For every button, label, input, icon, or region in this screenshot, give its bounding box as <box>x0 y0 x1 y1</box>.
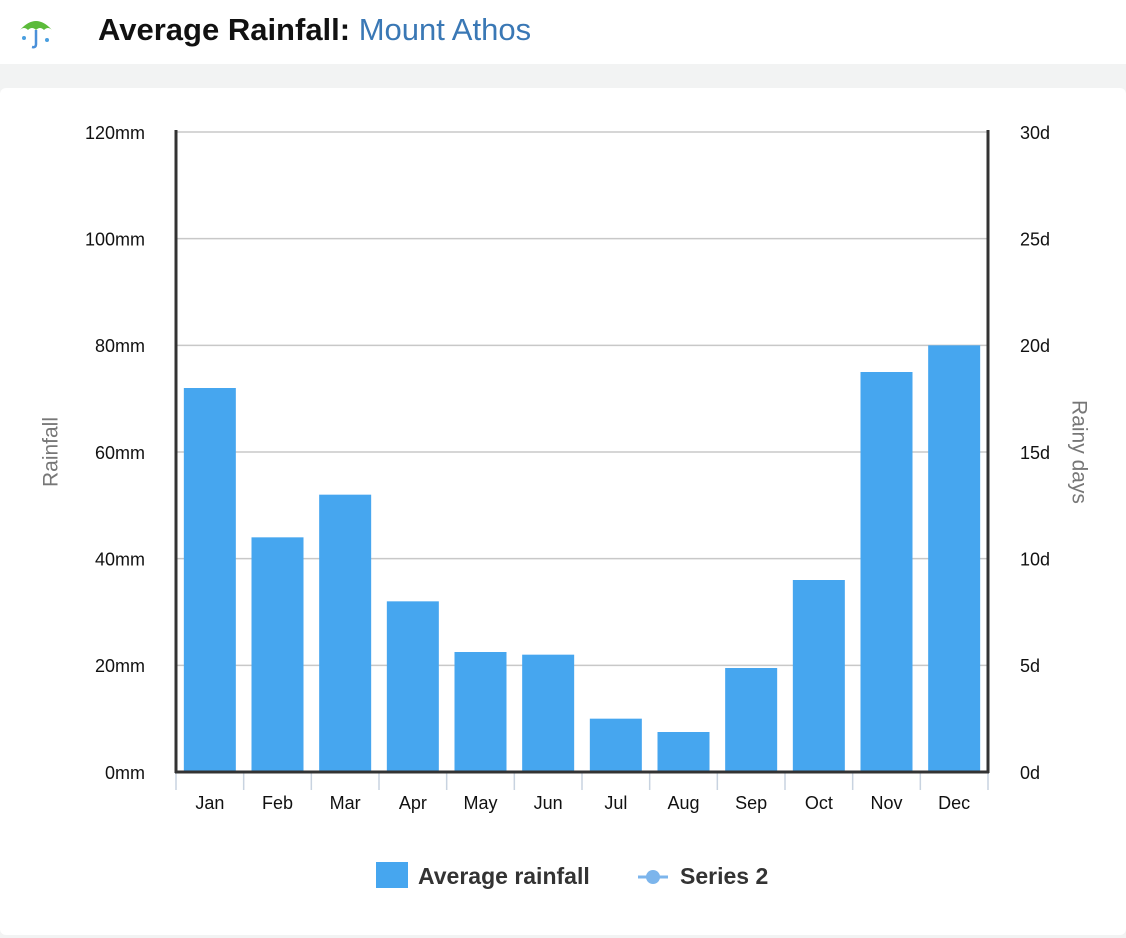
bar <box>183 388 236 772</box>
y2-axis-title: Rainy days <box>1067 400 1090 504</box>
y-tick-label: 120mm <box>85 123 145 143</box>
y2-tick-label: 5d <box>1020 656 1040 676</box>
legend-label: Average rainfall <box>418 863 590 889</box>
umbrella-icon <box>20 21 52 49</box>
bar <box>251 537 304 772</box>
y-tick-label: 0mm <box>105 763 145 783</box>
y2-tick-label: 20d <box>1020 336 1050 356</box>
y2-tick-label: 25d <box>1020 229 1050 249</box>
bar <box>589 718 642 772</box>
x-tick-label: Jul <box>604 793 627 813</box>
x-tick-label: Oct <box>805 793 833 813</box>
y-axis-title: Rainfall <box>40 417 63 487</box>
y-tick-label: 40mm <box>95 549 145 569</box>
bar <box>860 372 913 772</box>
bar <box>725 668 778 772</box>
y2-tick-label: 30d <box>1020 123 1050 143</box>
y-tick-label: 20mm <box>95 656 145 676</box>
legend-swatch <box>376 862 408 888</box>
bar <box>792 580 845 772</box>
x-tick-label: Dec <box>938 793 970 813</box>
bar <box>454 652 507 772</box>
x-tick-label: Aug <box>667 793 699 813</box>
x-tick-label: Nov <box>870 793 902 813</box>
bar <box>522 654 575 772</box>
bar <box>319 494 372 772</box>
y-tick-label: 80mm <box>95 336 145 356</box>
place-name: Mount Athos <box>358 12 532 47</box>
bar <box>928 345 981 772</box>
x-tick-label: Feb <box>262 793 293 813</box>
header: Average Rainfall: Mount Athos <box>0 0 1126 64</box>
y-tick-label: 60mm <box>95 443 145 463</box>
legend-label: Series 2 <box>680 863 768 889</box>
title-label: Average Rainfall: <box>98 12 351 47</box>
x-tick-label: Jan <box>195 793 224 813</box>
x-tick-label: Sep <box>735 793 767 813</box>
x-tick-label: Jun <box>534 793 563 813</box>
bar <box>657 732 710 772</box>
y2-tick-label: 15d <box>1020 443 1050 463</box>
x-tick-label: Mar <box>330 793 361 813</box>
y2-tick-label: 0d <box>1020 763 1040 783</box>
title: Average Rainfall: Mount Athos <box>98 10 531 50</box>
y-tick-label: 100mm <box>85 229 145 249</box>
x-tick-label: Apr <box>399 793 427 813</box>
bar <box>386 601 439 772</box>
x-tick-label: May <box>463 793 497 813</box>
y2-tick-label: 10d <box>1020 549 1050 569</box>
legend-marker <box>646 870 660 884</box>
